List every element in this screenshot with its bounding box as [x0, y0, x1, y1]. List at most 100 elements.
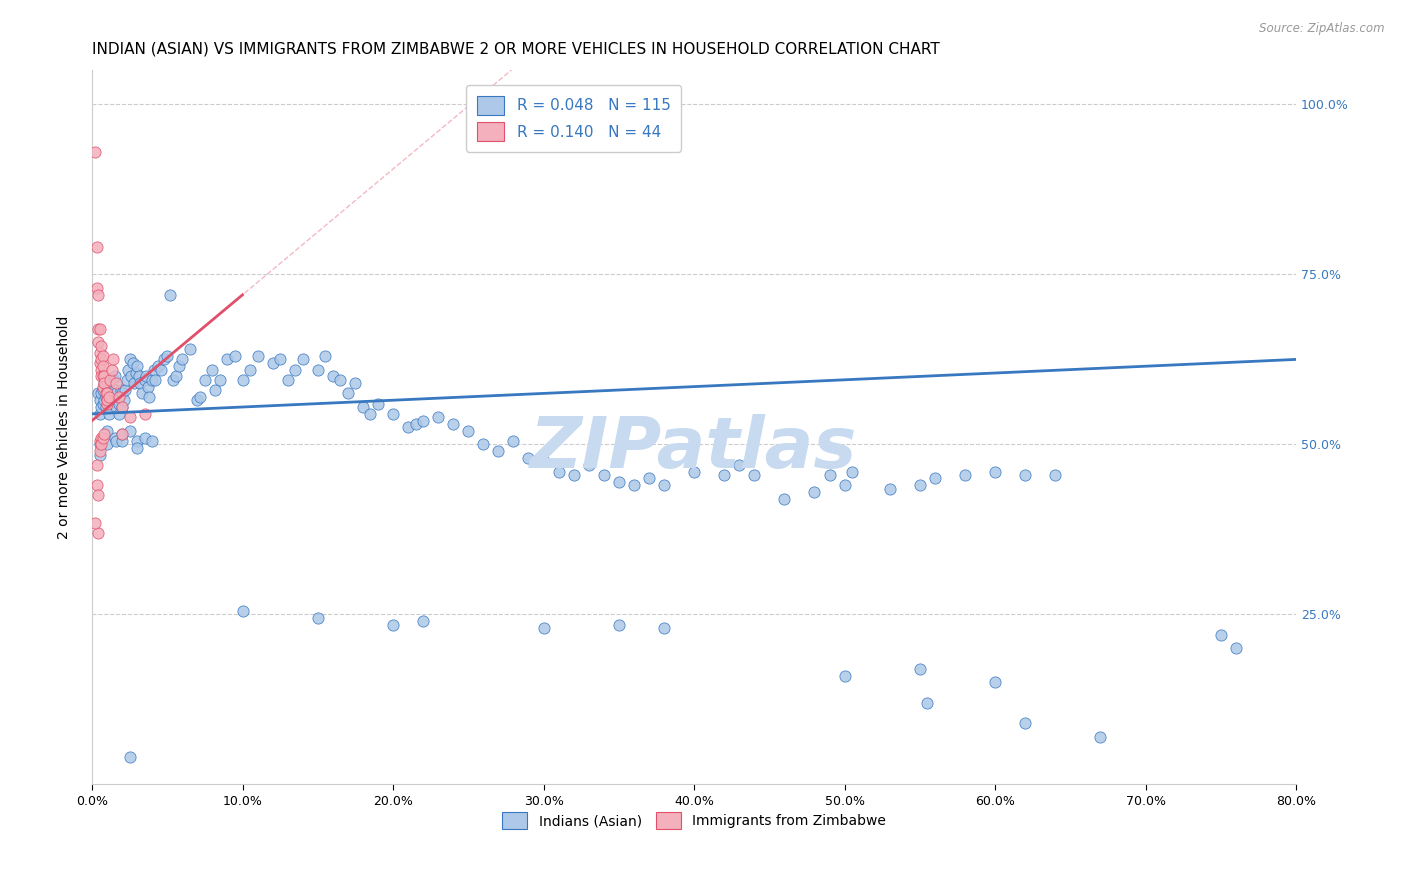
Point	[742, 468, 765, 483]
Point	[1209, 628, 1232, 642]
Point	[427, 410, 450, 425]
Y-axis label: 2 or more Vehicles in Household: 2 or more Vehicles in Household	[58, 316, 72, 539]
Point	[124, 366, 146, 380]
Point	[89, 437, 111, 451]
Point	[472, 437, 495, 451]
Point	[97, 407, 120, 421]
Point	[291, 352, 314, 367]
Point	[269, 352, 291, 367]
Point	[984, 465, 1007, 479]
Point	[86, 478, 108, 492]
Point	[231, 604, 253, 618]
Point	[307, 362, 329, 376]
Point	[984, 675, 1007, 690]
Point	[111, 427, 134, 442]
Point	[115, 373, 138, 387]
Point	[111, 427, 134, 442]
Point	[803, 485, 825, 500]
Point	[143, 373, 166, 387]
Point	[84, 516, 107, 530]
Point	[179, 342, 201, 356]
Point	[105, 434, 128, 448]
Point	[90, 362, 112, 376]
Text: Source: ZipAtlas.com: Source: ZipAtlas.com	[1260, 22, 1385, 36]
Point	[908, 478, 931, 492]
Point	[96, 393, 118, 408]
Point	[111, 400, 134, 414]
Point	[101, 373, 124, 387]
Point	[134, 407, 156, 421]
Point	[111, 400, 134, 414]
Point	[277, 373, 299, 387]
Point	[91, 359, 114, 374]
Point	[201, 362, 224, 376]
Point	[165, 369, 187, 384]
Point	[86, 458, 108, 472]
Point	[1014, 716, 1036, 731]
Point	[96, 393, 118, 408]
Point	[186, 393, 208, 408]
Point	[87, 322, 110, 336]
Point	[100, 362, 122, 376]
Point	[108, 390, 131, 404]
Point	[104, 431, 127, 445]
Point	[547, 465, 569, 479]
Point	[136, 379, 159, 393]
Point	[382, 407, 405, 421]
Point	[652, 478, 675, 492]
Point	[89, 356, 111, 370]
Point	[94, 390, 117, 404]
Point	[486, 444, 509, 458]
Point	[110, 383, 132, 397]
Point	[89, 345, 111, 359]
Point	[607, 475, 630, 489]
Point	[578, 458, 600, 472]
Point	[135, 369, 157, 384]
Point	[91, 431, 114, 445]
Point	[1360, 97, 1382, 112]
Point	[90, 369, 112, 384]
Point	[90, 339, 112, 353]
Point	[818, 468, 841, 483]
Point	[533, 621, 555, 635]
Point	[91, 349, 114, 363]
Point	[87, 386, 110, 401]
Point	[89, 407, 111, 421]
Point	[90, 437, 112, 451]
Point	[517, 450, 540, 465]
Point	[159, 288, 181, 302]
Point	[97, 390, 120, 404]
Point	[131, 386, 153, 401]
Point	[118, 410, 141, 425]
Point	[90, 386, 112, 401]
Point	[118, 750, 141, 764]
Point	[352, 400, 374, 414]
Point	[329, 373, 352, 387]
Point	[284, 362, 307, 376]
Point	[1045, 468, 1067, 483]
Point	[127, 359, 149, 374]
Point	[142, 362, 165, 376]
Point	[108, 407, 131, 421]
Point	[93, 393, 115, 408]
Point	[1090, 730, 1112, 744]
Point	[120, 369, 142, 384]
Point	[457, 424, 479, 438]
Point	[153, 352, 176, 367]
Point	[562, 468, 585, 483]
Point	[148, 359, 170, 374]
Point	[90, 400, 112, 414]
Point	[101, 386, 124, 401]
Point	[129, 376, 152, 391]
Point	[112, 393, 135, 408]
Point	[89, 444, 111, 458]
Point	[100, 383, 122, 397]
Point	[924, 471, 946, 485]
Point	[314, 349, 336, 363]
Point	[91, 379, 114, 393]
Point	[141, 434, 163, 448]
Point	[127, 434, 149, 448]
Point	[134, 431, 156, 445]
Point	[834, 478, 856, 492]
Text: ZIPatlas: ZIPatlas	[530, 414, 858, 483]
